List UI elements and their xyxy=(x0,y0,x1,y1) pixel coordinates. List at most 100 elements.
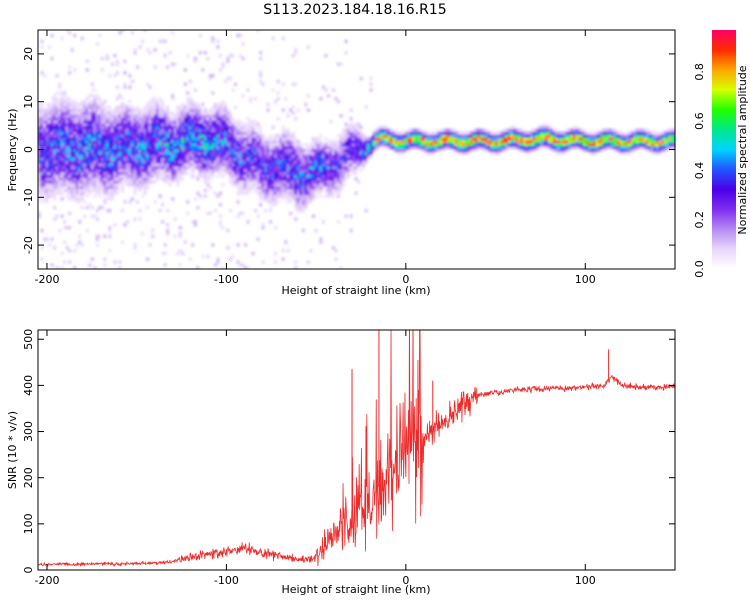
heatmap-cell xyxy=(55,177,59,181)
heatmap-cell xyxy=(208,122,212,127)
heatmap-cell xyxy=(316,183,320,187)
heatmap-cell xyxy=(342,139,346,144)
heatmap-cell xyxy=(95,162,99,167)
heatmap-cell xyxy=(178,177,182,181)
colorbar-label: Normalized spectral amplitude xyxy=(736,65,749,234)
heatmap-cell xyxy=(269,168,273,173)
heatmap-cell xyxy=(294,185,298,190)
heatmap-cell xyxy=(583,137,587,141)
heatmap-cell xyxy=(545,137,549,141)
heatmap-cell xyxy=(191,119,195,124)
heatmap-cell xyxy=(38,191,42,196)
heatmap-cell xyxy=(530,145,534,150)
heatmap-cell xyxy=(623,142,627,147)
heatmap-cell xyxy=(326,165,330,170)
heatmap-cell xyxy=(85,168,89,173)
heatmap-cell xyxy=(241,42,245,46)
heatmap-cell xyxy=(203,165,207,170)
heatmap-cell xyxy=(191,122,195,127)
heatmap-cell xyxy=(188,137,192,141)
heatmap-cell xyxy=(472,148,476,152)
heatmap-cell xyxy=(231,157,235,161)
heatmap-cell xyxy=(128,174,132,178)
heatmap-cell xyxy=(583,145,587,150)
heatmap-cell xyxy=(274,200,278,204)
heatmap-cell xyxy=(306,154,310,158)
heatmap-cell xyxy=(138,125,142,130)
heatmap-cell xyxy=(336,185,340,190)
heatmap-cell xyxy=(321,177,325,181)
heatmap-cell xyxy=(480,134,484,138)
heatmap-cell xyxy=(510,139,514,144)
heatmap-cell xyxy=(254,168,258,173)
heatmap-cell xyxy=(196,111,200,115)
heatmap-cell xyxy=(133,151,137,155)
heatmap-cell xyxy=(173,157,177,161)
heatmap-cell xyxy=(113,111,117,115)
heatmap-cell xyxy=(90,99,94,104)
heatmap-cell xyxy=(68,114,72,118)
heatmap-cell xyxy=(548,139,552,144)
heatmap-cell xyxy=(324,177,328,181)
heatmap-cell xyxy=(432,151,436,155)
heatmap-cell xyxy=(417,134,421,138)
heatmap-cell xyxy=(196,145,200,150)
heatmap-cell xyxy=(480,139,484,144)
heatmap-cell xyxy=(193,114,197,118)
heatmap-cell xyxy=(261,162,265,167)
heatmap-cell xyxy=(50,134,54,138)
heatmap-cell xyxy=(314,188,318,193)
heatmap-cell xyxy=(55,99,59,104)
heatmap-cell xyxy=(256,157,260,161)
heatmap-cell xyxy=(90,177,94,181)
heatmap-cell xyxy=(83,177,87,181)
heatmap-cell xyxy=(321,160,325,164)
heatmap-cell xyxy=(141,185,145,190)
heatmap-cell xyxy=(75,117,79,121)
heatmap-cell xyxy=(279,154,283,158)
heatmap-cell xyxy=(211,151,215,155)
heatmap-cell xyxy=(226,111,230,115)
heatmap-cell xyxy=(68,211,72,216)
heatmap-cell xyxy=(344,145,348,150)
heatmap-cell xyxy=(173,151,177,155)
heatmap-cell xyxy=(362,137,366,141)
heatmap-cell xyxy=(208,211,212,216)
heatmap-cell xyxy=(455,134,459,138)
heatmap-cell xyxy=(130,137,134,141)
heatmap-cell xyxy=(183,142,187,147)
heatmap-cell xyxy=(178,111,182,115)
heatmap-cell xyxy=(558,131,562,135)
heatmap-cell xyxy=(40,157,44,161)
heatmap-cell xyxy=(68,96,72,101)
heatmap-cell xyxy=(364,208,368,213)
heatmap-cell xyxy=(276,168,280,173)
heatmap-cell xyxy=(133,183,137,187)
heatmap-cell xyxy=(291,171,295,175)
heatmap-cell xyxy=(151,139,155,144)
heatmap-cell xyxy=(321,165,325,170)
heatmap-cell xyxy=(387,128,391,132)
heatmap-cell xyxy=(48,142,52,147)
heatmap-cell xyxy=(75,134,79,138)
heatmap-cell xyxy=(613,131,617,135)
heatmap-cell xyxy=(93,151,97,155)
heatmap-cell xyxy=(658,137,662,141)
heatmap-cell xyxy=(193,223,197,227)
heatmap-cell xyxy=(314,151,318,155)
heatmap-cell xyxy=(500,139,504,144)
heatmap-cell xyxy=(558,148,562,152)
heatmap-cell xyxy=(196,128,200,132)
heatmap-cell xyxy=(98,194,102,198)
heatmap-cell xyxy=(148,137,152,141)
heatmap-cell xyxy=(527,145,531,150)
heatmap-cell xyxy=(141,151,145,155)
heatmap-cell xyxy=(88,125,92,130)
heatmap-cell xyxy=(276,142,280,147)
heatmap-cell xyxy=(191,139,195,144)
heatmap-cell xyxy=(218,145,222,150)
heatmap-cell xyxy=(83,145,87,150)
heatmap-cell xyxy=(211,134,215,138)
heatmap-cell xyxy=(85,68,89,72)
heatmap-cell xyxy=(241,148,245,152)
